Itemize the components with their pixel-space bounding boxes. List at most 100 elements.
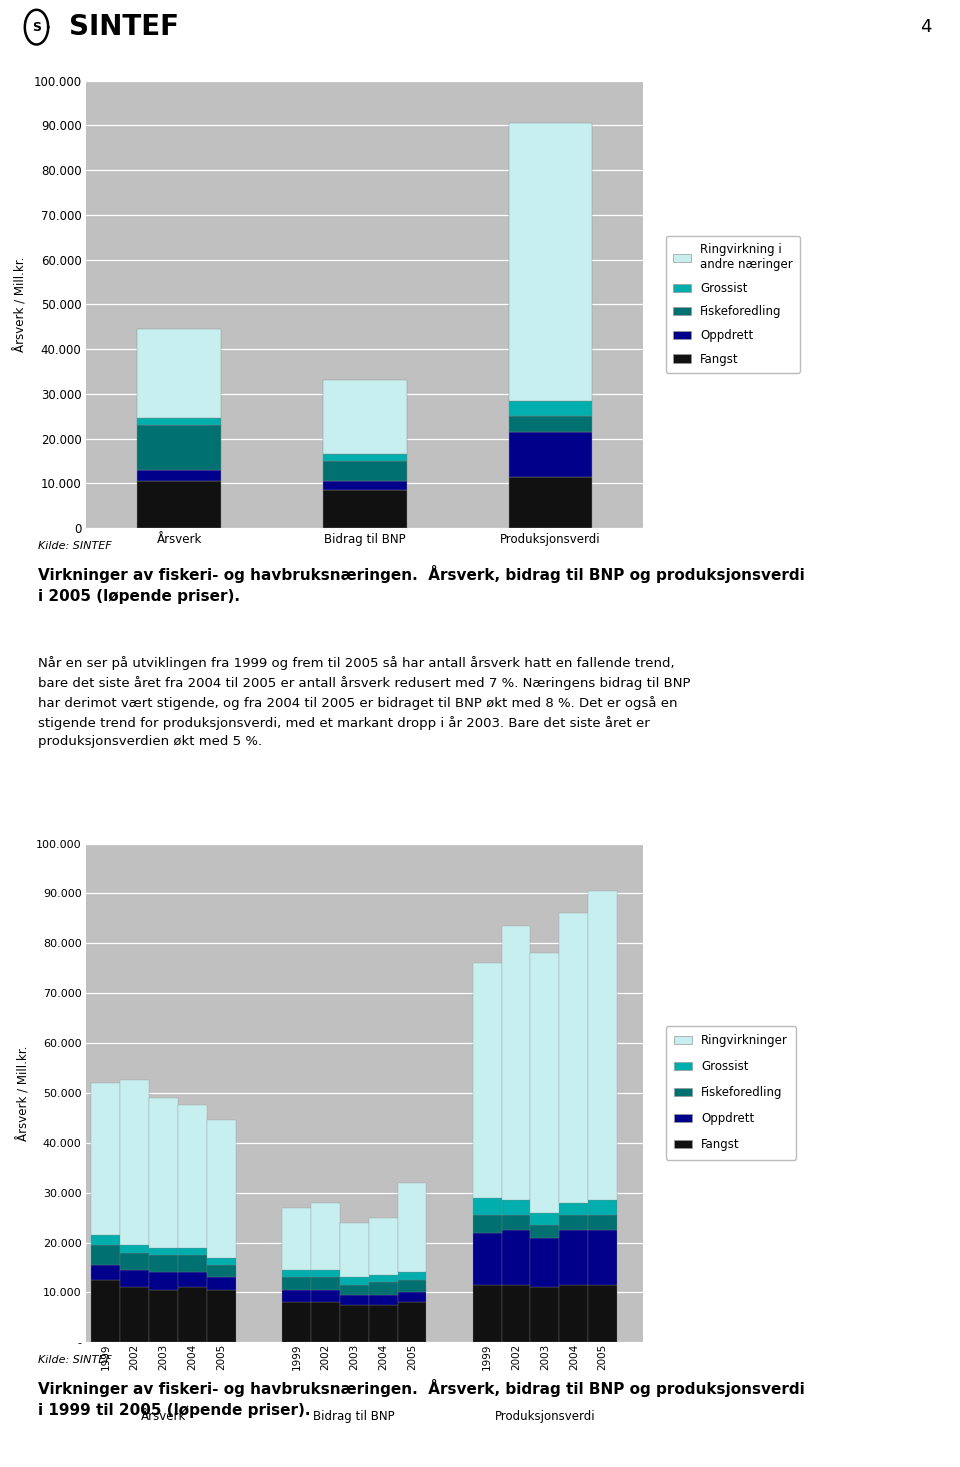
Bar: [509, 477, 592, 528]
Text: Kilde: SINTEF: Kilde: SINTEF: [38, 541, 112, 550]
Bar: [282, 1278, 311, 1289]
Bar: [206, 1257, 236, 1265]
Bar: [311, 1278, 340, 1289]
Bar: [588, 1285, 617, 1342]
Bar: [323, 380, 406, 455]
Bar: [472, 964, 501, 1197]
Bar: [501, 926, 531, 1200]
Bar: [397, 1303, 426, 1342]
Bar: [120, 1245, 149, 1253]
Y-axis label: Årsverk / Mill.kr.: Årsverk / Mill.kr.: [14, 257, 28, 352]
Bar: [91, 1279, 120, 1342]
Bar: [91, 1083, 120, 1235]
Bar: [91, 1245, 120, 1265]
Bar: [120, 1270, 149, 1288]
Bar: [311, 1270, 340, 1278]
Bar: [340, 1222, 369, 1278]
Bar: [369, 1282, 397, 1295]
Bar: [323, 455, 406, 461]
Bar: [137, 329, 221, 418]
Text: Årsverk: Årsverk: [141, 1410, 186, 1423]
Bar: [178, 1247, 206, 1254]
Bar: [369, 1218, 397, 1275]
Bar: [501, 1285, 531, 1342]
Bar: [137, 418, 221, 425]
Bar: [137, 425, 221, 469]
Bar: [282, 1207, 311, 1270]
Bar: [206, 1289, 236, 1342]
Bar: [340, 1295, 369, 1306]
Bar: [588, 1215, 617, 1229]
Bar: [560, 914, 588, 1203]
Bar: [149, 1097, 178, 1247]
Bar: [369, 1275, 397, 1282]
Bar: [178, 1288, 206, 1342]
Bar: [531, 1288, 560, 1342]
Bar: [340, 1306, 369, 1342]
Bar: [560, 1215, 588, 1229]
Bar: [206, 1265, 236, 1278]
Bar: [472, 1285, 501, 1342]
Bar: [560, 1203, 588, 1215]
Bar: [323, 461, 406, 481]
Bar: [340, 1285, 369, 1295]
Text: Kilde: SINTEF: Kilde: SINTEF: [38, 1356, 112, 1364]
Bar: [311, 1289, 340, 1303]
Bar: [501, 1229, 531, 1285]
Bar: [120, 1080, 149, 1245]
Bar: [588, 1200, 617, 1215]
Bar: [397, 1292, 426, 1303]
Bar: [509, 400, 592, 417]
Bar: [120, 1288, 149, 1342]
Bar: [311, 1203, 340, 1270]
Bar: [120, 1253, 149, 1270]
Bar: [560, 1229, 588, 1285]
Text: Bidrag til BNP: Bidrag til BNP: [313, 1410, 395, 1423]
Y-axis label: Årsverk / Mill.kr.: Årsverk / Mill.kr.: [17, 1045, 31, 1141]
Bar: [149, 1254, 178, 1272]
Legend: Ringvirkning i
andre næringer, Grossist, Fiskeforedling, Oppdrett, Fangst: Ringvirkning i andre næringer, Grossist,…: [666, 236, 800, 373]
Bar: [397, 1272, 426, 1279]
Bar: [206, 1121, 236, 1257]
Bar: [501, 1215, 531, 1229]
Bar: [531, 1225, 560, 1238]
Bar: [588, 890, 617, 1200]
Bar: [369, 1295, 397, 1306]
Bar: [472, 1215, 501, 1232]
Bar: [137, 481, 221, 528]
Text: Virkninger av fiskeri- og havbruksnæringen.  Årsverk, bidrag til BNP og produksj: Virkninger av fiskeri- og havbruksnæring…: [38, 565, 805, 604]
Bar: [397, 1182, 426, 1272]
Bar: [588, 1229, 617, 1285]
Text: S: S: [32, 21, 41, 34]
Bar: [149, 1289, 178, 1342]
Text: Virkninger av fiskeri- og havbruksnæringen.  Årsverk, bidrag til BNP og produksj: Virkninger av fiskeri- og havbruksnæring…: [38, 1379, 805, 1419]
Bar: [137, 469, 221, 481]
Text: 4: 4: [920, 18, 931, 37]
Bar: [472, 1232, 501, 1285]
Bar: [501, 1200, 531, 1215]
Bar: [91, 1235, 120, 1245]
Bar: [340, 1278, 369, 1285]
Bar: [311, 1303, 340, 1342]
Bar: [178, 1272, 206, 1288]
Bar: [509, 431, 592, 477]
Bar: [282, 1270, 311, 1278]
Bar: [149, 1272, 178, 1289]
Bar: [149, 1247, 178, 1254]
Bar: [323, 490, 406, 528]
Bar: [178, 1254, 206, 1272]
Bar: [282, 1289, 311, 1303]
Bar: [369, 1306, 397, 1342]
Bar: [531, 954, 560, 1213]
Bar: [323, 481, 406, 490]
Bar: [531, 1213, 560, 1225]
Bar: [531, 1238, 560, 1288]
Bar: [560, 1285, 588, 1342]
Bar: [91, 1265, 120, 1279]
Legend: Ringvirkninger, Grossist, Fiskeforedling, Oppdrett, Fangst: Ringvirkninger, Grossist, Fiskeforedling…: [666, 1027, 797, 1159]
Bar: [397, 1279, 426, 1292]
Bar: [509, 417, 592, 431]
Text: SINTEF: SINTEF: [69, 13, 180, 41]
Bar: [509, 123, 592, 400]
Text: Når en ser på utviklingen fra 1999 og frem til 2005 så har antall årsverk hatt e: Når en ser på utviklingen fra 1999 og fr…: [38, 656, 691, 748]
